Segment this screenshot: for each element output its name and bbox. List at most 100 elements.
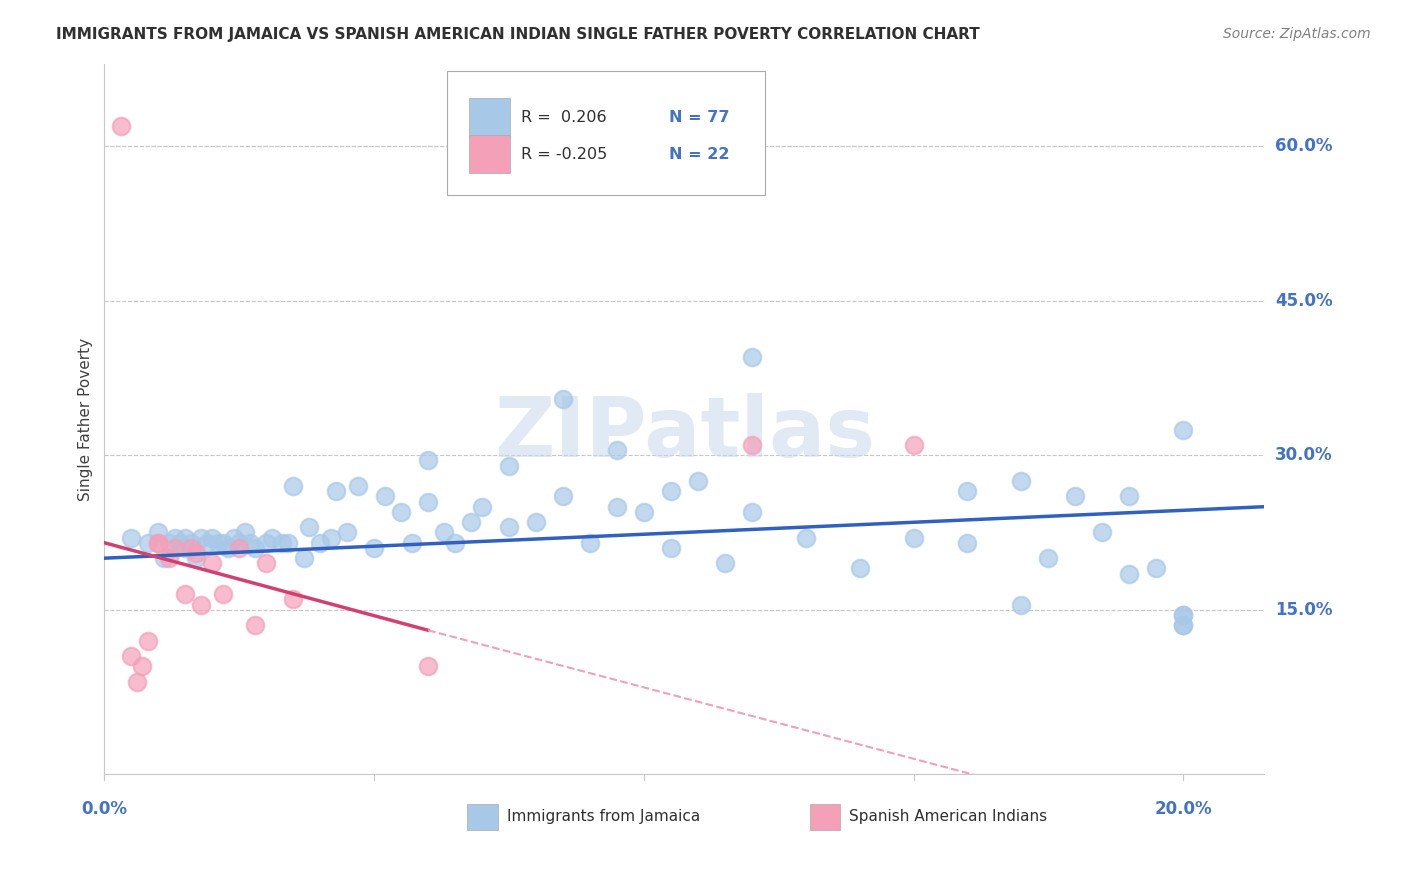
Point — [157, 535, 180, 549]
Point — [1010, 474, 1032, 488]
Point — [460, 515, 482, 529]
Point — [389, 505, 412, 519]
Point — [1091, 525, 1114, 540]
Point — [659, 484, 682, 499]
Point — [277, 535, 299, 549]
Point — [184, 551, 207, 566]
Point — [416, 494, 439, 508]
FancyBboxPatch shape — [468, 98, 510, 136]
Point — [606, 500, 628, 514]
Point — [1173, 423, 1195, 437]
Point — [195, 535, 218, 549]
Point — [157, 551, 180, 566]
Point — [245, 618, 267, 632]
Point — [1118, 490, 1140, 504]
Point — [319, 531, 342, 545]
Point — [433, 525, 456, 540]
Point — [325, 484, 347, 499]
Point — [471, 500, 494, 514]
Point — [148, 525, 170, 540]
Point — [903, 531, 925, 545]
Point — [741, 438, 763, 452]
Point — [347, 479, 370, 493]
Point — [1144, 561, 1167, 575]
Point — [136, 633, 159, 648]
Point — [713, 557, 735, 571]
Point — [174, 587, 197, 601]
Point — [136, 535, 159, 549]
Point — [222, 531, 245, 545]
Point — [633, 505, 655, 519]
Point — [120, 531, 142, 545]
Point — [416, 659, 439, 673]
Text: 45.0%: 45.0% — [1275, 292, 1333, 310]
Point — [207, 535, 229, 549]
Point — [1173, 607, 1195, 622]
Point — [184, 546, 207, 560]
Point — [903, 438, 925, 452]
Point — [1173, 618, 1195, 632]
Text: ZIPatlas: ZIPatlas — [494, 392, 875, 474]
FancyBboxPatch shape — [810, 805, 839, 830]
Point — [374, 490, 396, 504]
Point — [283, 479, 305, 493]
Point — [233, 525, 256, 540]
Point — [579, 535, 602, 549]
Point — [169, 535, 191, 549]
Point — [956, 535, 979, 549]
Point — [309, 535, 332, 549]
Point — [148, 535, 170, 549]
Point — [659, 541, 682, 555]
Point — [1038, 551, 1060, 566]
Point — [228, 541, 250, 555]
Point — [271, 535, 294, 549]
Point — [239, 535, 262, 549]
Point — [201, 531, 224, 545]
Point — [254, 557, 277, 571]
Point — [283, 592, 305, 607]
Text: 20.0%: 20.0% — [1154, 800, 1212, 818]
Text: 15.0%: 15.0% — [1275, 600, 1333, 619]
Point — [245, 541, 267, 555]
Point — [524, 515, 547, 529]
Point — [363, 541, 385, 555]
Text: N = 22: N = 22 — [669, 147, 730, 161]
Point — [416, 453, 439, 467]
Point — [152, 551, 174, 566]
Point — [336, 525, 359, 540]
Point — [498, 458, 520, 473]
FancyBboxPatch shape — [468, 135, 510, 173]
Text: 30.0%: 30.0% — [1275, 446, 1333, 464]
Point — [741, 505, 763, 519]
Text: N = 77: N = 77 — [669, 110, 730, 125]
Point — [125, 674, 148, 689]
FancyBboxPatch shape — [447, 71, 765, 195]
Point — [148, 535, 170, 549]
Point — [174, 541, 197, 555]
Point — [298, 520, 321, 534]
Point — [551, 392, 574, 406]
Text: Immigrants from Jamaica: Immigrants from Jamaica — [506, 809, 700, 824]
Point — [163, 531, 186, 545]
Point — [1173, 618, 1195, 632]
Point — [174, 531, 197, 545]
Y-axis label: Single Father Poverty: Single Father Poverty — [79, 338, 93, 500]
Text: Spanish American Indians: Spanish American Indians — [849, 809, 1047, 824]
Text: 0.0%: 0.0% — [82, 800, 128, 818]
Point — [1010, 598, 1032, 612]
Point — [163, 541, 186, 555]
Point — [190, 598, 212, 612]
Point — [217, 541, 239, 555]
Point — [180, 535, 202, 549]
Point — [131, 659, 153, 673]
Point — [686, 474, 709, 488]
Point — [260, 531, 283, 545]
Text: Source: ZipAtlas.com: Source: ZipAtlas.com — [1223, 27, 1371, 41]
FancyBboxPatch shape — [467, 805, 498, 830]
Point — [180, 541, 202, 555]
Point — [956, 484, 979, 499]
Point — [254, 535, 277, 549]
Point — [741, 351, 763, 365]
Point — [110, 119, 132, 133]
Point — [120, 648, 142, 663]
